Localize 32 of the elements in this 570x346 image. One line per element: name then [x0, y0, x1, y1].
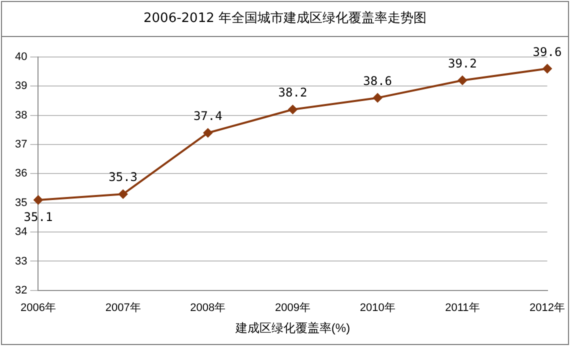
y-tick-label: 37: [14, 138, 28, 151]
x-axis-title: 建成区绿化覆盖率(%): [234, 321, 350, 336]
x-tick-label: 2012年: [530, 302, 566, 314]
y-tick-label: 38: [14, 109, 28, 122]
y-tick-label: 33: [14, 255, 28, 268]
x-tick-label: 2008年: [190, 302, 226, 314]
data-label: 39.2: [448, 56, 477, 70]
y-tick-label: 32: [14, 284, 28, 296]
y-tick-label: 35: [14, 196, 28, 209]
point: [542, 64, 552, 74]
x-tick-label: 2011年: [445, 302, 480, 314]
point: [288, 105, 298, 114]
x-tick-label: 2010年: [360, 302, 396, 314]
y-tick-label: 34: [14, 226, 28, 238]
x-tick-label: 2009年: [275, 302, 310, 314]
chart-title: 2006-2012 年全国城市建成区绿化覆盖率走势图: [2, 2, 568, 37]
point: [458, 76, 467, 85]
data-label: 38.6: [363, 74, 392, 88]
y-tick-label: 39: [14, 80, 28, 92]
point: [203, 128, 212, 138]
point: [34, 195, 43, 204]
x-tick-label: 2007年: [105, 302, 141, 314]
data-label: 38.2: [278, 86, 308, 100]
y-tick-label: 36: [14, 168, 28, 180]
data-label: 35.1: [24, 210, 53, 224]
data-label: 37.4: [193, 108, 222, 123]
data-label: 35.3: [108, 170, 138, 184]
point: [118, 190, 128, 199]
point: [373, 93, 382, 102]
data-label: 39.6: [532, 44, 562, 59]
y-tick-label: 40: [14, 51, 28, 64]
x-tick-label: 2006年: [20, 302, 56, 314]
